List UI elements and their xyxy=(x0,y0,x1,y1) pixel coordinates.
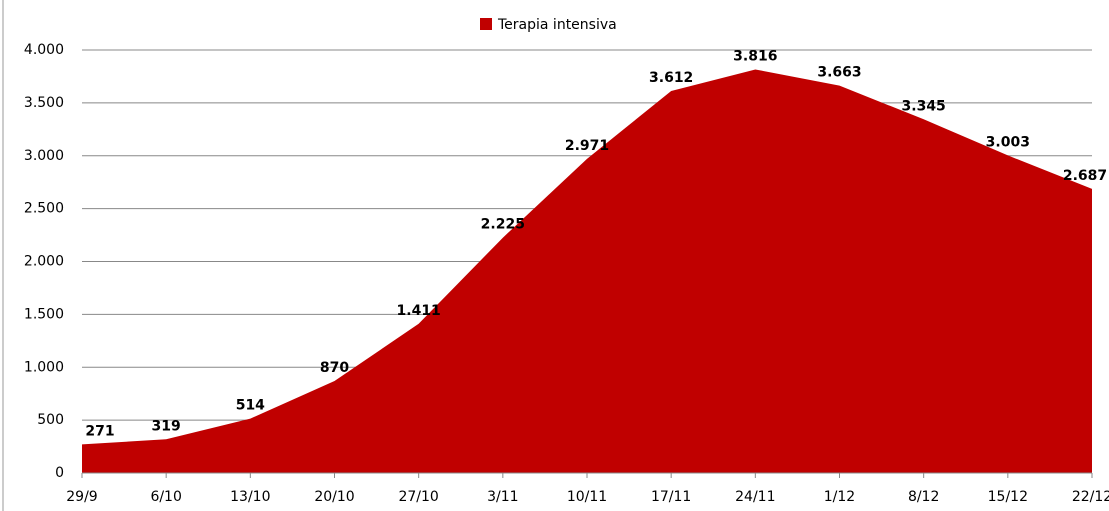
y-tick-label: 2.000 xyxy=(24,254,64,270)
value-label: 870 xyxy=(320,360,349,376)
x-tick-label: 1/12 xyxy=(824,489,855,505)
x-tick-label: 13/10 xyxy=(230,489,270,505)
x-tick-label: 6/10 xyxy=(150,489,181,505)
value-label: 3.816 xyxy=(733,48,777,64)
y-tick-label: 0 xyxy=(55,465,64,481)
x-tick-label: 29/9 xyxy=(66,489,97,505)
value-label: 2.225 xyxy=(481,217,525,233)
y-tick-label: 4.000 xyxy=(24,42,64,58)
value-label: 2.971 xyxy=(565,138,609,154)
x-tick-label: 27/10 xyxy=(398,489,438,505)
y-tick-label: 3.500 xyxy=(24,95,64,111)
x-tick-label: 24/11 xyxy=(735,489,775,505)
value-label: 514 xyxy=(236,398,265,414)
x-tick-label: 8/12 xyxy=(908,489,939,505)
y-tick-label: 1.000 xyxy=(24,359,64,375)
value-label: 3.345 xyxy=(902,98,946,114)
legend-swatch xyxy=(480,18,492,30)
value-label: 1.411 xyxy=(397,303,441,319)
y-tick-label: 2.500 xyxy=(24,201,64,217)
y-tick-label: 500 xyxy=(37,412,64,428)
value-label: 271 xyxy=(85,423,114,439)
y-tick-label: 3.000 xyxy=(24,148,64,164)
x-tick-label: 3/11 xyxy=(487,489,518,505)
x-tick-label: 22/12 xyxy=(1072,489,1109,505)
area xyxy=(82,69,1092,473)
x-tick-label: 17/11 xyxy=(651,489,691,505)
value-label: 3.003 xyxy=(986,134,1030,150)
x-tick-label: 10/11 xyxy=(567,489,607,505)
y-tick-label: 1.500 xyxy=(24,306,64,322)
legend-label: Terapia intensiva xyxy=(497,17,617,33)
value-label: 3.612 xyxy=(649,70,693,86)
value-label: 2.687 xyxy=(1063,168,1107,184)
value-label: 319 xyxy=(152,418,181,434)
value-label: 3.663 xyxy=(817,65,861,81)
x-tick-label: 15/12 xyxy=(988,489,1028,505)
x-tick-label: 20/10 xyxy=(314,489,354,505)
